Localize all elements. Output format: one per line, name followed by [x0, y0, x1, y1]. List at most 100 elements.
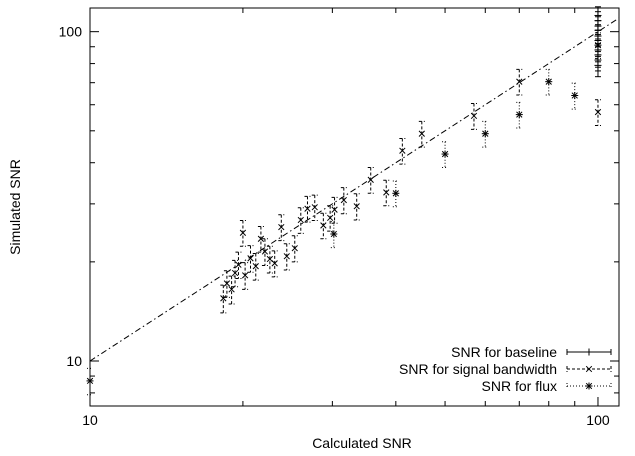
marker-stroke: [266, 255, 274, 263]
data-point: [441, 141, 449, 168]
marker-stroke: [594, 42, 602, 49]
legend-label: SNR for flux: [482, 378, 557, 394]
marker-stroke: [283, 253, 290, 260]
marker-stroke: [585, 365, 593, 373]
marker-stroke: [367, 176, 374, 183]
data-point: [247, 245, 254, 273]
marker-stroke: [418, 130, 425, 137]
y-tick-label: 100: [59, 24, 83, 40]
data-point: [470, 103, 478, 130]
data-point: [330, 221, 338, 249]
data-point: [291, 235, 298, 263]
series-0: [594, 6, 602, 78]
data-point: [383, 179, 390, 207]
marker-stroke: [594, 108, 602, 116]
data-point: [594, 32, 602, 60]
data-point: [399, 137, 406, 165]
marker-stroke: [241, 272, 249, 279]
legend-label: SNR for baseline: [451, 344, 557, 360]
data-point: [239, 220, 247, 247]
data-point: [516, 68, 523, 96]
marker-stroke: [399, 147, 406, 154]
data-point: [571, 82, 579, 110]
y-axis-label: Simulated SNR: [7, 159, 23, 255]
data-point: [304, 195, 311, 223]
x-tick-label: 100: [586, 412, 610, 428]
marker-stroke: [470, 112, 478, 120]
data-point: [228, 275, 235, 305]
marker-stroke: [252, 263, 259, 270]
marker-stroke: [311, 204, 318, 211]
marker-stroke: [220, 295, 227, 302]
data-point: [392, 180, 400, 208]
plot-frame: [89, 7, 620, 407]
marker-stroke: [482, 130, 489, 137]
marker-stroke: [304, 205, 311, 212]
x-tick-label: 10: [82, 412, 98, 428]
data-point: [320, 212, 327, 240]
marker-stroke: [257, 235, 265, 242]
series-2: [86, 68, 579, 396]
marker-stroke: [330, 230, 337, 238]
marker-stroke: [320, 222, 327, 229]
marker-stroke: [392, 190, 399, 197]
data-point: [297, 207, 304, 234]
series-1: [220, 32, 602, 314]
data-point: [594, 99, 602, 126]
marker-stroke: [261, 248, 269, 255]
data-point: [481, 120, 489, 148]
marker-stroke: [516, 111, 523, 118]
series-layer: [86, 6, 602, 396]
data-point: [271, 250, 278, 278]
marker-stroke: [383, 189, 390, 196]
data-point: [235, 251, 242, 280]
data-point: [326, 205, 334, 232]
marker-stroke: [271, 260, 278, 267]
marker-stroke: [235, 261, 242, 268]
data-point: [252, 253, 259, 281]
marker-stroke: [228, 286, 235, 293]
data-point: [283, 243, 290, 271]
marker-stroke: [585, 382, 593, 390]
marker-stroke: [247, 255, 254, 262]
legend-entry: SNR for baseline: [451, 344, 612, 360]
marker-stroke: [239, 229, 247, 236]
marker-stroke: [223, 280, 231, 287]
data-point: [266, 245, 274, 274]
marker-stroke: [326, 214, 334, 222]
marker-stroke: [571, 92, 578, 99]
marker-stroke: [291, 245, 298, 252]
data-point: [515, 101, 523, 129]
marker-stroke: [353, 203, 360, 210]
marker-stroke: [516, 78, 523, 85]
data-point: [261, 238, 269, 266]
legend-entry: SNR for flux: [482, 378, 612, 394]
data-point: [278, 214, 285, 242]
y-tick-label: 10: [66, 353, 82, 369]
marker-stroke: [340, 196, 347, 204]
marker-stroke: [297, 216, 304, 224]
data-point: [331, 196, 338, 224]
data-point: [223, 270, 231, 298]
marker-stroke: [231, 269, 239, 277]
data-point: [231, 259, 239, 288]
marker-stroke: [86, 377, 94, 385]
marker-stroke: [278, 223, 285, 231]
data-point: [418, 120, 425, 148]
data-point: [257, 226, 265, 253]
x-axis-label: Calculated SNR: [312, 435, 412, 451]
legend-label: SNR for signal bandwidth: [399, 361, 557, 377]
data-point: [220, 284, 227, 314]
legend-entry: SNR for signal bandwidth: [399, 361, 612, 377]
axis-ticks: 10 100 10 100: [59, 8, 619, 428]
data-point: [86, 367, 94, 396]
reference-line-layer: [89, 17, 620, 362]
data-point: [340, 187, 347, 215]
data-point: [311, 194, 318, 222]
reference-line: [89, 17, 620, 362]
marker-stroke: [331, 206, 338, 213]
data-point: [545, 68, 553, 96]
marker-stroke: [545, 78, 552, 85]
